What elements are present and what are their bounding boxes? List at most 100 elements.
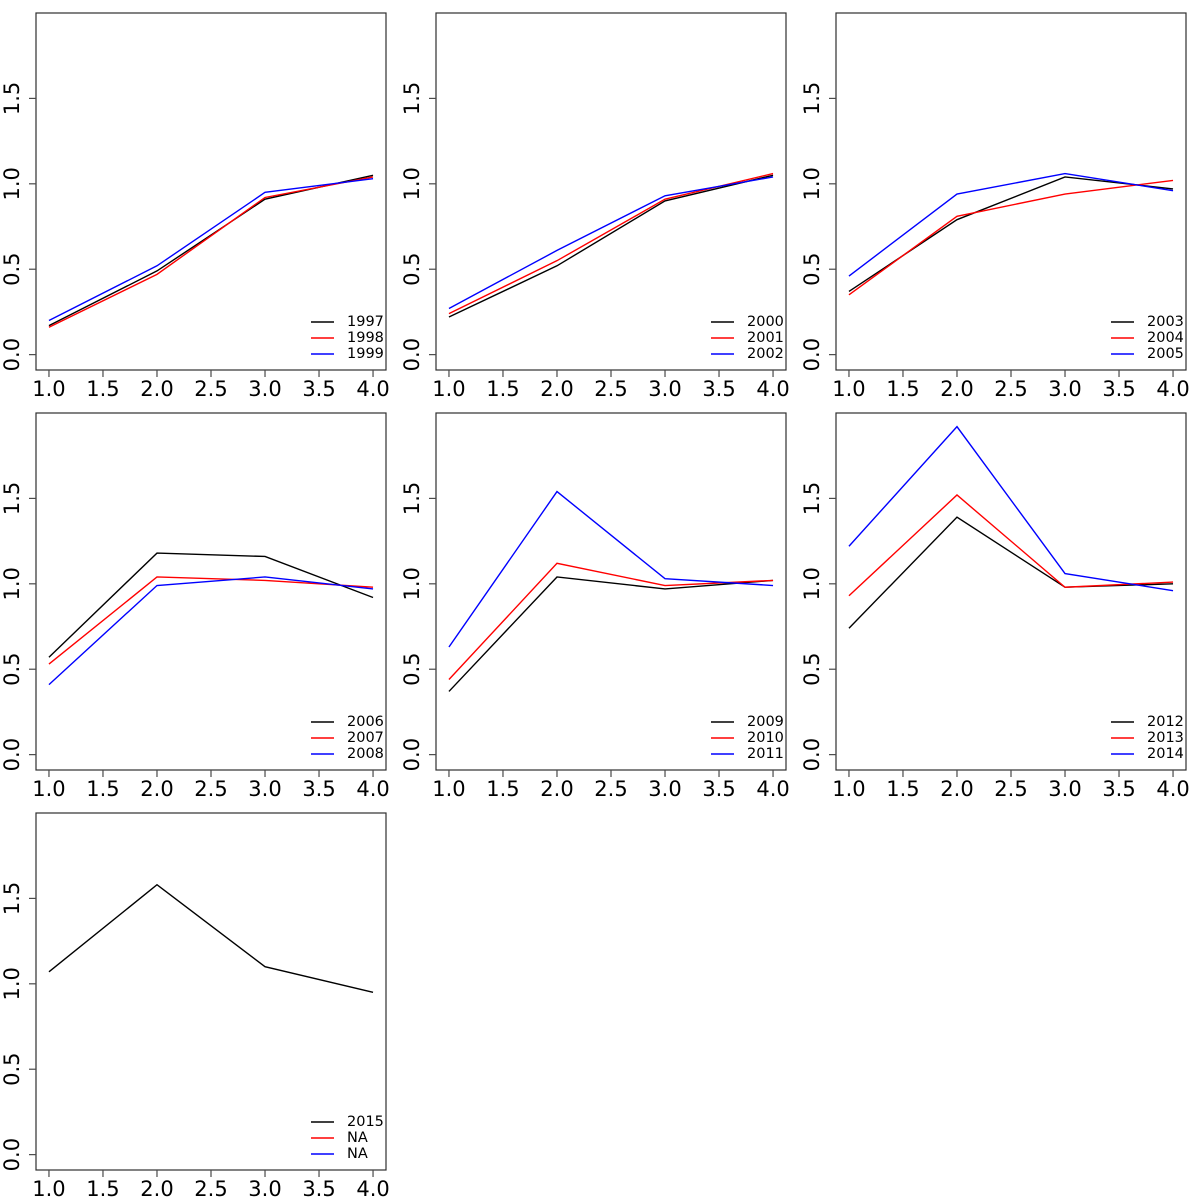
- x-axis-tick-label: 4.0: [356, 777, 389, 801]
- legend-label-2007: 2007: [347, 730, 384, 746]
- y-axis-tick-label: 1.5: [0, 882, 24, 915]
- x-axis-tick-label: 2.5: [994, 777, 1027, 801]
- y-axis-tick-label: 1.5: [0, 82, 24, 115]
- series-line-2002-blue: [448, 176, 774, 310]
- y-axis-tick-label: 0.0: [0, 1138, 24, 1171]
- plot-box: [435, 12, 787, 371]
- series-line-2012-black: [848, 516, 1174, 629]
- y-axis-tick-label: 0.0: [800, 338, 824, 371]
- chart-panel-2006-2008: 1.0 1.5 2.0 2.5 3.0 3.5 4.00.00.51.01.52006200…: [0, 412, 390, 801]
- y-axis-tick-label: 0.5: [0, 253, 24, 286]
- series-line-2003-black: [848, 176, 1174, 293]
- y-axis-tick-label: 1.5: [400, 482, 424, 515]
- y-axis-tick-label: 1.5: [400, 82, 424, 115]
- legend-label-2005: 2005: [1147, 346, 1184, 362]
- y-axis-tick-label: 0.0: [800, 738, 824, 771]
- x-axis-tick-label: 3.5: [1102, 777, 1135, 801]
- legend-label-2000: 2000: [747, 314, 784, 330]
- x-axis-tick-label: 2.5: [594, 777, 627, 801]
- series-line-2001-red: [448, 172, 774, 315]
- x-axis-tick-label: 2.0: [940, 777, 973, 801]
- x-axis-tick-label: 3.0: [248, 1177, 281, 1200]
- series-line-2008-blue: [48, 576, 374, 686]
- y-axis-tick-label: 1.5: [0, 482, 24, 515]
- y-axis-tick-label: 0.5: [800, 253, 824, 286]
- legend-label-2015: 2015: [347, 1114, 384, 1130]
- legend-label-2011: 2011: [747, 746, 784, 762]
- x-axis-tick-label: 3.0: [1048, 777, 1081, 801]
- x-axis-tick-label: 1.0: [32, 777, 65, 801]
- x-axis-tick-label: 3.0: [1048, 377, 1081, 401]
- x-axis-tick-label: 4.0: [756, 377, 789, 401]
- y-axis-tick-label: 1.0: [800, 167, 824, 200]
- y-axis-tick-label: 1.0: [400, 167, 424, 200]
- x-axis-tick-label: 3.5: [702, 777, 735, 801]
- legend-label-2012: 2012: [1147, 714, 1184, 730]
- x-axis-tick-label: 1.5: [886, 377, 919, 401]
- legend-label-1997: 1997: [347, 314, 384, 330]
- legend-label-2001: 2001: [747, 330, 784, 346]
- chart-panel-2015-NA: 1.0 1.5 2.0 2.5 3.0 3.5 4.00.00.51.01.52015NAN…: [0, 812, 390, 1200]
- x-axis-tick-label: 2.0: [540, 377, 573, 401]
- x-axis-tick-label: 3.0: [648, 377, 681, 401]
- series-line-1998-red: [48, 176, 374, 328]
- y-axis-tick-label: 1.5: [800, 482, 824, 515]
- chart-panel-1997-1999: 1.0 1.5 2.0 2.5 3.0 3.5 4.00.00.51.01.51997199…: [0, 12, 390, 401]
- x-axis-tick-label: 1.0: [32, 1177, 65, 1200]
- x-axis-tick-label: 4.0: [1156, 377, 1189, 401]
- legend-label-NA: NA: [347, 1130, 368, 1146]
- x-axis-tick-label: 1.0: [832, 377, 865, 401]
- series-line-2015-black: [48, 883, 374, 994]
- y-axis-tick-label: 0.5: [0, 653, 24, 686]
- x-axis-tick-label: 1.0: [432, 377, 465, 401]
- y-axis-tick-label: 0.0: [400, 338, 424, 371]
- legend-label-1999: 1999: [347, 346, 384, 362]
- x-axis-tick-label: 3.5: [302, 377, 335, 401]
- legend-label-2008: 2008: [347, 746, 384, 762]
- plot-box: [35, 412, 387, 771]
- x-axis-tick-label: 3.5: [302, 1177, 335, 1200]
- x-axis-tick-label: 2.0: [140, 1177, 173, 1200]
- x-axis-tick-label: 3.0: [648, 777, 681, 801]
- y-axis-tick-label: 1.0: [0, 967, 24, 1000]
- series-line-2000-black: [448, 174, 774, 318]
- chart-panel-2003-2005: 1.0 1.5 2.0 2.5 3.0 3.5 4.00.00.51.01.52003200…: [800, 12, 1190, 401]
- series-line-1999-blue: [48, 177, 374, 322]
- x-axis-tick-label: 1.5: [486, 777, 519, 801]
- y-axis-tick-label: 0.0: [0, 338, 24, 371]
- x-axis-tick-label: 2.5: [194, 1177, 227, 1200]
- y-axis-tick-label: 0.5: [400, 253, 424, 286]
- plot-box: [35, 12, 387, 371]
- legend-label-2004: 2004: [1147, 330, 1184, 346]
- plot-box: [35, 812, 387, 1171]
- x-axis-tick-label: 2.0: [140, 377, 173, 401]
- x-axis-tick-label: 1.0: [432, 777, 465, 801]
- x-axis-tick-label: 4.0: [356, 1177, 389, 1200]
- plot-box: [435, 412, 787, 771]
- series-line-2009-black: [448, 576, 774, 692]
- series-line-2005-blue: [848, 172, 1174, 277]
- legend-label-2013: 2013: [1147, 730, 1184, 746]
- x-axis-tick-label: 2.0: [940, 377, 973, 401]
- x-axis-tick-label: 3.5: [302, 777, 335, 801]
- series-line-2006-black: [48, 552, 374, 658]
- series-line-2004-red: [848, 179, 1174, 296]
- x-axis-tick-label: 1.5: [86, 377, 119, 401]
- x-axis-tick-label: 3.0: [248, 777, 281, 801]
- x-axis-tick-label: 1.5: [486, 377, 519, 401]
- legend-label-2010: 2010: [747, 730, 784, 746]
- x-axis-tick-label: 2.5: [194, 377, 227, 401]
- x-axis-tick-label: 3.5: [702, 377, 735, 401]
- legend-label-2003: 2003: [1147, 314, 1184, 330]
- y-axis-tick-label: 1.5: [800, 82, 824, 115]
- x-axis-tick-label: 1.5: [86, 777, 119, 801]
- y-axis-tick-label: 1.0: [0, 167, 24, 200]
- x-axis-tick-label: 2.0: [540, 777, 573, 801]
- y-axis-tick-label: 0.0: [0, 738, 24, 771]
- series-line-2014-blue: [848, 425, 1174, 592]
- x-axis-tick-label: 4.0: [1156, 777, 1189, 801]
